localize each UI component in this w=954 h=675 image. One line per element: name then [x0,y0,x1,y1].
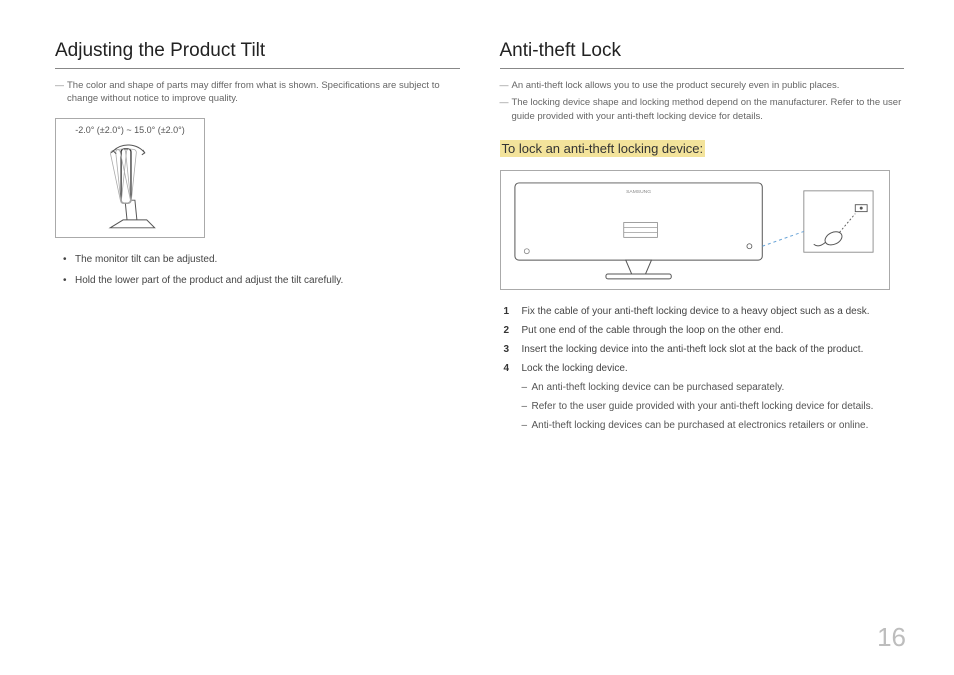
step-1: 1Fix the cable of your anti-theft lockin… [522,304,905,320]
step-text-3: Insert the locking device into the anti-… [522,344,864,355]
right-subheading: To lock an anti-theft locking device: [500,141,706,156]
right-note-2: The locking device shape and locking met… [512,96,905,123]
right-column: Anti-theft Lock An anti-theft lock allow… [500,40,905,437]
left-heading: Adjusting the Product Tilt [55,40,460,62]
step-num-1: 1 [504,304,510,320]
tilt-diagram-icon [56,141,204,235]
step-text-4: Lock the locking device. [522,363,628,374]
step-num-2: 2 [504,323,510,339]
step-text-2: Put one end of the cable through the loo… [522,325,784,336]
sub-item-3: Anti-theft locking devices can be purcha… [532,418,905,434]
page-content: Adjusting the Product Tilt The color and… [0,0,954,437]
right-subheading-text: To lock an anti-theft locking device: [500,140,706,157]
left-rule [55,68,460,69]
lock-figure: SAMSUNG [500,170,890,290]
sub-item-1: An anti-theft locking device can be purc… [532,380,905,396]
page-number: 16 [877,622,906,653]
step-2: 2Put one end of the cable through the lo… [522,323,905,339]
sub-list: An anti-theft locking device can be purc… [522,380,905,434]
tilt-figure: -2.0° (±2.0°) ~ 15.0° (±2.0°) [55,118,205,238]
left-note-1: The color and shape of parts may differ … [67,79,460,106]
step-4: 4Lock the locking device. An anti-theft … [522,361,905,434]
step-text-1: Fix the cable of your anti-theft locking… [522,306,870,317]
left-bullet-list: The monitor tilt can be adjusted. Hold t… [55,252,460,288]
steps-list: 1 Fix the cable of your anti-theft lockin… [500,304,905,434]
left-bullet-2: Hold the lower part of the product and a… [75,273,460,288]
right-rule [500,68,905,69]
lock-diagram-icon: SAMSUNG [507,177,883,284]
right-heading: Anti-theft Lock [500,40,905,62]
step-num-3: 3 [504,342,510,358]
sub-item-2: Refer to the user guide provided with yo… [532,399,905,415]
left-column: Adjusting the Product Tilt The color and… [55,40,460,437]
step-num-4: 4 [504,361,510,377]
tilt-figure-caption: -2.0° (±2.0°) ~ 15.0° (±2.0°) [56,125,204,135]
right-note-1: An anti-theft lock allows you to use the… [512,79,905,92]
svg-text:SAMSUNG: SAMSUNG [626,189,651,195]
step-3: 3Insert the locking device into the anti… [522,342,905,358]
left-bullet-1: The monitor tilt can be adjusted. [75,252,460,267]
